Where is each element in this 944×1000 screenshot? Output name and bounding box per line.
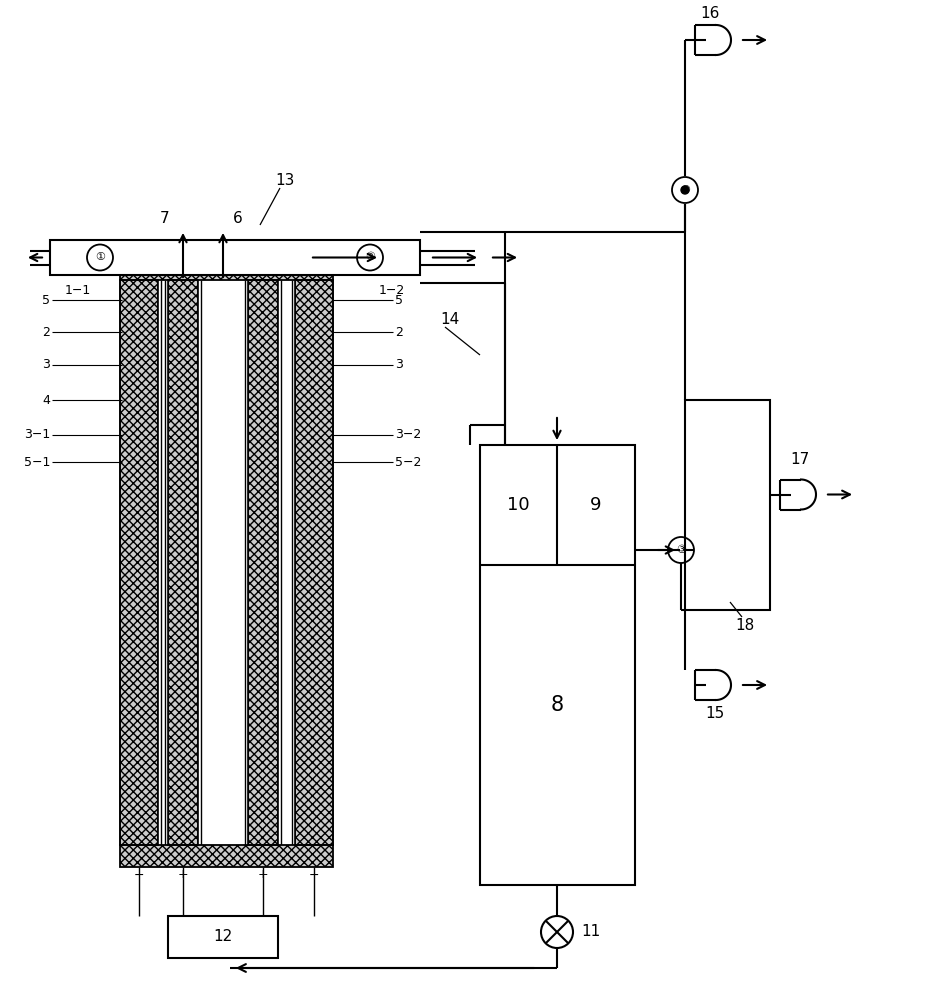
Text: 4: 4 <box>42 393 50 406</box>
Text: 7: 7 <box>160 211 170 226</box>
Text: ②: ② <box>364 252 375 262</box>
Bar <box>50 240 419 275</box>
Text: 6: 6 <box>233 211 243 226</box>
Text: 17: 17 <box>789 452 809 467</box>
Text: +: + <box>258 868 268 882</box>
Text: 3−2: 3−2 <box>395 428 421 442</box>
Bar <box>480 445 634 885</box>
Text: 2: 2 <box>395 326 402 338</box>
Text: 1−1: 1−1 <box>65 284 92 296</box>
Text: 2: 2 <box>42 326 50 338</box>
Text: 5−2: 5−2 <box>395 456 421 468</box>
Text: ③: ③ <box>675 545 685 555</box>
Text: 16: 16 <box>700 6 719 21</box>
Bar <box>120 258 332 280</box>
Text: −: − <box>309 868 319 882</box>
Text: 11: 11 <box>581 924 599 939</box>
Bar <box>198 280 247 845</box>
Text: 9: 9 <box>590 496 601 514</box>
Text: 13: 13 <box>275 173 295 188</box>
Circle shape <box>681 186 688 194</box>
Text: 12: 12 <box>213 929 232 944</box>
Text: 3: 3 <box>42 359 50 371</box>
Text: ④: ④ <box>680 185 689 195</box>
Text: 8: 8 <box>550 695 564 715</box>
Bar <box>158 280 168 845</box>
Text: 14: 14 <box>440 312 459 328</box>
Text: 3: 3 <box>395 359 402 371</box>
Bar <box>247 280 278 845</box>
Bar <box>120 845 332 867</box>
Text: 5: 5 <box>42 294 50 306</box>
Text: +: + <box>177 868 188 882</box>
Circle shape <box>540 916 572 948</box>
Bar <box>120 280 158 845</box>
Text: 3−1: 3−1 <box>24 428 50 442</box>
Bar <box>247 280 278 845</box>
Text: 15: 15 <box>704 706 724 720</box>
Bar <box>168 280 198 845</box>
Bar <box>295 280 332 845</box>
Text: 5: 5 <box>395 294 402 306</box>
Text: ①: ① <box>95 252 105 262</box>
Text: 1−2: 1−2 <box>379 284 405 296</box>
Text: 5−1: 5−1 <box>24 456 50 468</box>
Bar <box>120 280 158 845</box>
Bar <box>278 280 295 845</box>
Text: −: − <box>134 868 144 882</box>
Bar <box>295 280 332 845</box>
Text: 18: 18 <box>734 617 754 632</box>
Text: 10: 10 <box>507 496 530 514</box>
Bar <box>168 916 278 958</box>
Bar <box>684 400 769 610</box>
Bar <box>168 280 198 845</box>
